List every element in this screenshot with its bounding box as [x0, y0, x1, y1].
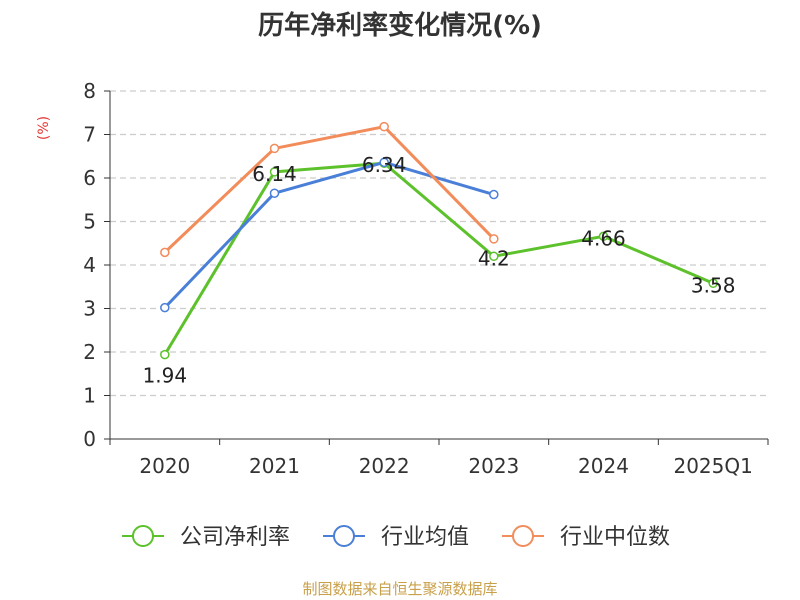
y-tick-label: 3 [83, 297, 96, 321]
series-line [163, 160, 495, 309]
data-point [379, 157, 389, 168]
y-tick-label: 2 [83, 340, 96, 364]
x-tick-label: 2025Q1 [673, 454, 752, 478]
x-tick-label: 2024 [578, 454, 629, 478]
legend-marker [512, 525, 534, 547]
grid-layer [110, 90, 768, 397]
legend-label: 公司净利率 [180, 525, 290, 550]
y-tick-label: 8 [83, 79, 96, 103]
source-note: 制图数据来自恒生聚源数据库 [302, 580, 497, 598]
data-point [160, 247, 170, 258]
y-tick-label: 0 [83, 427, 96, 451]
data-label-layer: 1.94 6.14 6.34 4.2 4.66 3.58 [143, 153, 736, 387]
data-label: 4.66 [581, 226, 626, 250]
y-tick-label: 6 [83, 166, 96, 190]
legend-item-0: 公司净利率 [122, 525, 290, 550]
data-label: 1.94 [143, 364, 188, 388]
series-0 [160, 158, 718, 360]
data-point [379, 121, 389, 132]
series-2 [160, 121, 499, 258]
series-layer [160, 121, 718, 360]
legend-label: 行业均值 [381, 525, 469, 550]
legend-marker [333, 525, 355, 547]
legend-label: 行业中位数 [560, 525, 670, 550]
data-point [708, 278, 718, 289]
data-point [160, 349, 170, 360]
data-label: 6.14 [252, 162, 297, 186]
legend-item-1: 行业均值 [323, 525, 469, 550]
axis-layer: 0 1 2 3 4 5 6 7 8 2020 2021 2022 2023 2024 2025Q1 [83, 79, 769, 478]
x-tick-label: 2022 [359, 454, 410, 478]
data-point [269, 167, 280, 177]
data-point [489, 189, 499, 200]
data-point [160, 302, 170, 313]
legend: 公司净利率 行业均值 行业中位数 [122, 525, 670, 550]
y-tick-label: 7 [83, 123, 96, 147]
series-line [163, 161, 714, 356]
data-point [269, 188, 280, 198]
x-tick-label: 2021 [249, 454, 300, 478]
y-axis-label: (%) [36, 116, 52, 140]
series-line [163, 125, 495, 254]
y-tick-label: 5 [83, 210, 96, 234]
chart-title: 历年净利率变化情况(%) [258, 10, 542, 41]
data-point [598, 231, 609, 242]
data-point [489, 251, 499, 262]
x-tick-label: 2020 [139, 454, 190, 478]
legend-item-2: 行业中位数 [502, 525, 670, 550]
data-label: 3.58 [691, 273, 736, 297]
data-point [269, 143, 280, 154]
legend-marker [132, 525, 154, 547]
y-tick-label: 4 [83, 253, 96, 277]
series-1 [160, 157, 499, 313]
data-label: 4.2 [478, 246, 510, 270]
y-tick-label: 1 [83, 384, 96, 408]
x-tick-label: 2023 [468, 454, 519, 478]
data-label: 6.34 [362, 153, 407, 177]
data-point [489, 234, 499, 244]
